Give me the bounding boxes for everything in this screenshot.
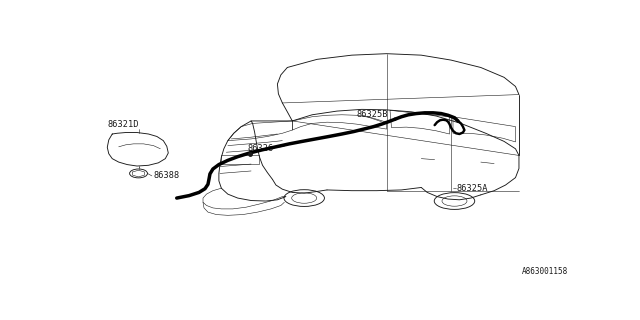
- Text: 86388: 86388: [154, 172, 180, 180]
- Text: A863001158: A863001158: [522, 267, 568, 276]
- Text: 86325A: 86325A: [457, 184, 488, 193]
- Text: 86326: 86326: [248, 144, 274, 153]
- Text: 86325B: 86325B: [356, 110, 388, 119]
- Text: 86321D: 86321D: [108, 120, 140, 129]
- Bar: [221, 155, 259, 164]
